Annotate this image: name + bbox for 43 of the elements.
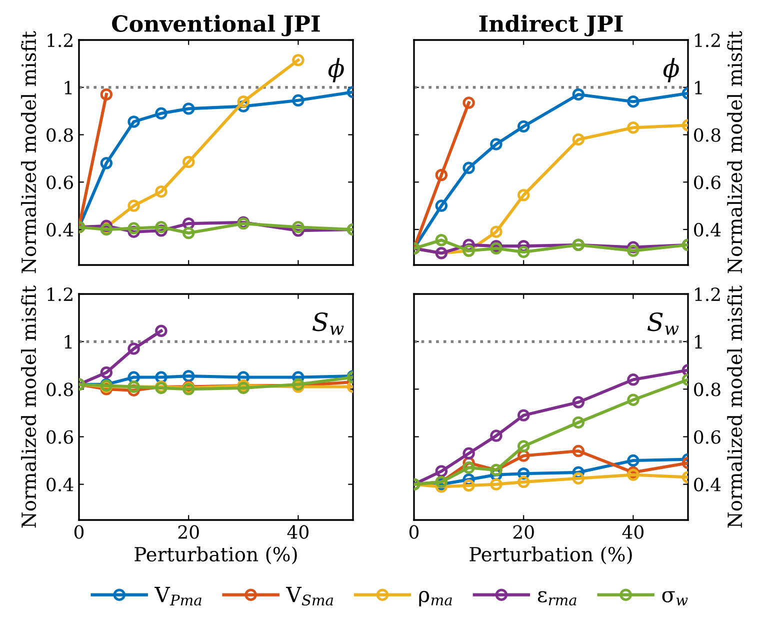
x-tick-label: 0 <box>409 525 419 539</box>
y-tick-label: 1 <box>695 80 702 94</box>
y-tick-label: 1.2 <box>48 287 72 302</box>
y-axis-title: Normalized model misfit <box>727 31 742 274</box>
y-tick-label: 1 <box>64 335 72 348</box>
x-axis-title: Perturbation (%) <box>470 546 632 564</box>
x-tick-label: 40 <box>622 525 644 539</box>
x-tick-label: 20 <box>513 525 534 539</box>
y-tick-label: 0.4 <box>46 478 74 492</box>
y-tick-label: 0.4 <box>694 478 721 492</box>
annotation: ϕ <box>328 58 344 82</box>
x-tick-label: 40 <box>287 525 308 539</box>
y-tick-label: 0.6 <box>694 176 720 190</box>
y-tick-label: 1 <box>695 335 702 348</box>
y-tick-label: 0.6 <box>694 430 720 444</box>
y-tick-label: 0.8 <box>694 382 720 396</box>
y-axis-title: Normalized model misfit <box>727 286 742 528</box>
y-tick-label: 1 <box>64 80 72 94</box>
y-axis-title: Normalized model misfit <box>21 31 36 274</box>
y-tick-label: 0.4 <box>694 222 721 237</box>
legend-label: V$_{Pma}$ <box>154 586 202 606</box>
legend-label: σ$_{w}$ <box>662 591 688 606</box>
annotation: ϕ <box>663 58 679 82</box>
chart-title: Indirect JPI <box>479 14 623 36</box>
y-tick-label: 1.2 <box>48 33 72 48</box>
y-tick-label: 0.8 <box>46 128 73 142</box>
x-axis-title: Perturbation (%) <box>134 546 297 564</box>
y-tick-label: 0.8 <box>694 128 720 142</box>
legend-label: ρ$_{ma}$ <box>419 590 452 606</box>
y-tick-label: 0.6 <box>46 430 74 444</box>
x-tick-label: 20 <box>178 525 199 539</box>
y-tick-label: 1.2 <box>695 33 720 48</box>
annotation: S$_{w}$ <box>312 312 344 335</box>
y-tick-label: 1.2 <box>695 287 720 302</box>
chart-title: Conventional JPI <box>112 14 320 36</box>
y-tick-label: 0.6 <box>46 176 74 190</box>
y-tick-label: 0.4 <box>46 222 74 237</box>
annotation: S$_{w}$ <box>648 312 679 335</box>
y-axis-title: Normalized model misfit <box>21 286 36 528</box>
y-tick-label: 0.8 <box>46 382 73 396</box>
legend-label: V$_{Sma}$ <box>286 586 334 606</box>
x-tick-label: 0 <box>74 525 84 539</box>
legend-label: ε$_{rma}$ <box>538 591 576 606</box>
